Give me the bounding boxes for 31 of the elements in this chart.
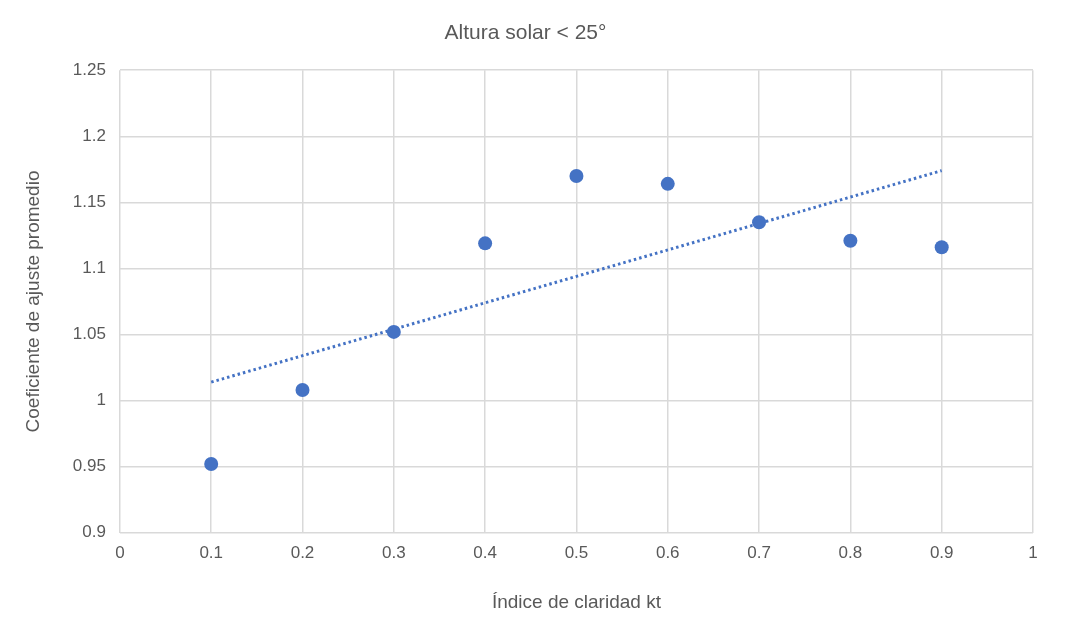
y-tick-label: 0.9 (82, 522, 106, 542)
y-tick-label: 1.2 (82, 125, 106, 145)
x-tick-label: 0.5 (564, 542, 589, 562)
point (295, 383, 310, 398)
point (204, 457, 219, 472)
x-tick-label: 0.9 (929, 542, 954, 562)
x-tick-label: 0.4 (473, 542, 497, 562)
x-tick-label: 0.1 (199, 542, 224, 562)
y-tick-label: 1.05 (72, 324, 106, 344)
x-axis-title: Índice de claridad kt (491, 590, 662, 612)
x-tick-label: 1 (1028, 542, 1038, 562)
y-tick-label: 1 (96, 390, 106, 410)
chart-title: Altura solar < 25° (444, 20, 607, 44)
point (752, 215, 767, 230)
point (478, 236, 493, 251)
x-tick-label: 0.6 (655, 542, 680, 562)
x-tick-label: 0.8 (838, 542, 863, 562)
x-tick-label: 0.7 (747, 542, 771, 562)
point (660, 176, 675, 191)
y-tick-label: 1.15 (72, 192, 106, 212)
point (386, 324, 401, 339)
x-tick-label: 0 (115, 542, 125, 562)
point (843, 233, 858, 248)
y-axis-title: Coeficiente de ajuste promedio (21, 170, 43, 433)
x-tick-label: 0.2 (290, 542, 315, 562)
y-tick-label: 1.25 (72, 59, 106, 79)
point (934, 240, 949, 255)
point (569, 168, 584, 183)
y-tick-label: 0.95 (72, 456, 106, 476)
x-tick-label: 0.3 (382, 542, 406, 562)
y-tick-label: 1.1 (82, 258, 106, 278)
